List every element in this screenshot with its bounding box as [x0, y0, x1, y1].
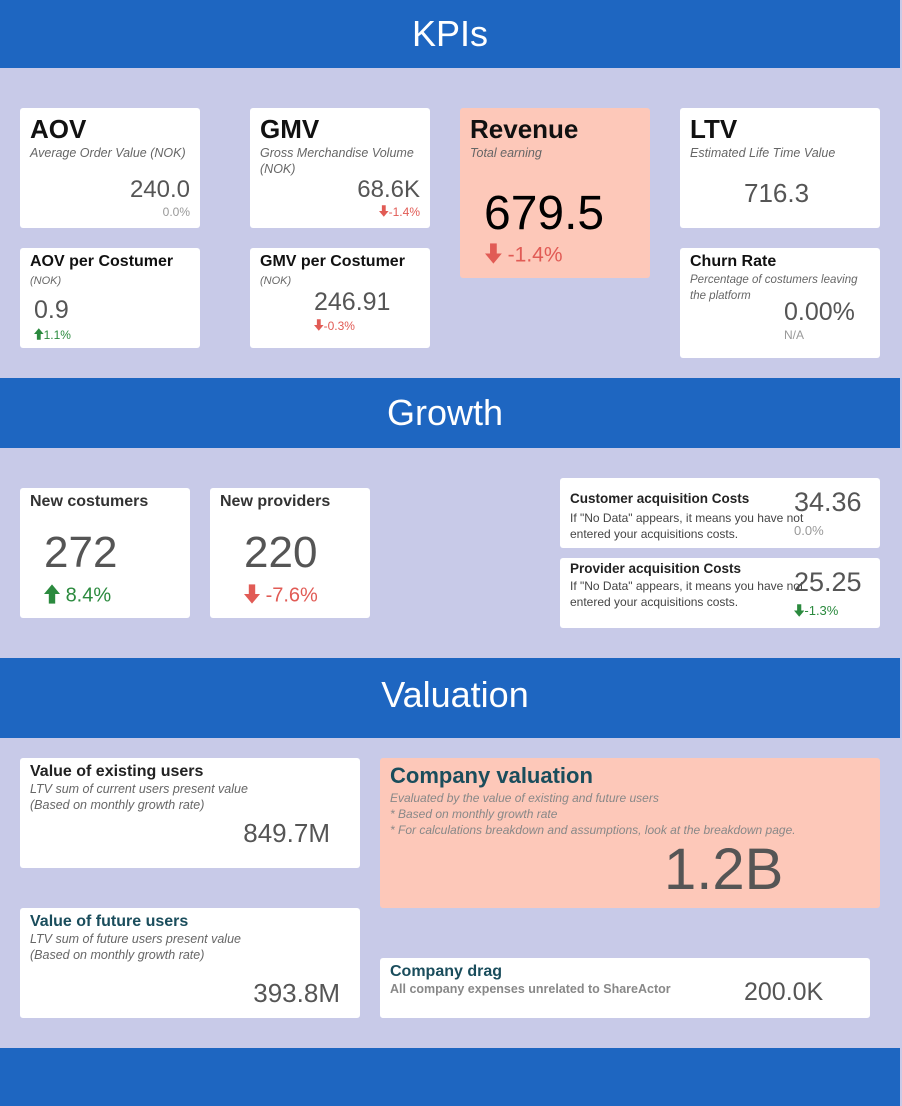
card-title: Company valuation	[390, 763, 593, 788]
section-header-valuation: Valuation	[0, 658, 900, 738]
card-value: 393.8M	[253, 978, 340, 1008]
card-title: GMV	[260, 114, 320, 144]
card-subtitle: Percentage of costumers leaving the plat…	[690, 274, 858, 302]
card-line-3: * For calculations breakdown and assumpt…	[390, 823, 796, 837]
card-title: Revenue	[470, 114, 579, 144]
card-line-2: (Based on monthly growth rate)	[30, 948, 205, 962]
change-value: -1.4%	[388, 205, 420, 219]
arrow-down-icon	[485, 243, 502, 264]
card-change: -1.4%	[485, 243, 563, 267]
section-title: KPIs	[411, 13, 489, 54]
card-change: -7.6%	[244, 584, 318, 608]
card-change: 1.1%	[34, 328, 71, 342]
kpi-card-aov-per-costumer: AOV per Costumer (NOK) 0.9 1.1%	[20, 248, 200, 348]
card-change: N/A	[784, 328, 805, 342]
card-value: 220	[244, 528, 318, 577]
growth-card-new-providers: New providers 220 -7.6%	[210, 488, 370, 618]
card-value: 246.91	[314, 288, 391, 316]
card-note: If "No Data" appears, it means you have …	[570, 511, 804, 541]
card-change: -1.4%	[379, 205, 420, 219]
section-header-kpis: KPIs	[0, 0, 900, 68]
card-change: -1.3%	[794, 603, 838, 618]
growth-card-customer-acquisition-costs: Customer acquisition Costs If "No Data" …	[560, 478, 880, 548]
growth-card-new-costumers: New costumers 272 8.4%	[20, 488, 190, 618]
arrow-down-icon	[794, 603, 805, 617]
change-value: -7.6%	[265, 584, 318, 607]
kpi-card-churn-rate: Churn Rate Percentage of costumers leavi…	[680, 248, 880, 358]
card-title: Customer acquisition Costs	[570, 491, 750, 506]
card-change: 0.0%	[794, 523, 824, 538]
card-value: 68.6K	[357, 176, 420, 203]
card-value: 0.9	[34, 296, 69, 324]
card-title: Churn Rate	[690, 253, 777, 270]
footer-band	[0, 1048, 900, 1106]
valuation-card-existing-users: Value of existing users LTV sum of curre…	[20, 758, 360, 868]
arrow-up-icon	[44, 584, 60, 604]
card-subtitle: (NOK)	[260, 275, 292, 287]
arrow-up-icon	[34, 328, 44, 341]
card-title: Provider acquisition Costs	[570, 561, 742, 576]
card-subtitle: Average Order Value (NOK)	[30, 146, 186, 160]
kpi-card-ltv: LTV Estimated Life Time Value 716.3	[680, 108, 880, 228]
card-subtitle: Total earning	[470, 146, 542, 160]
card-title: Company drag	[390, 963, 503, 980]
card-change: 0.0%	[162, 205, 190, 219]
card-title: Value of future users	[30, 913, 189, 930]
kpi-card-gmv-per-costumer: GMV per Costumer (NOK) 246.91 -0.3%	[250, 248, 430, 348]
card-line-2: * Based on monthly growth rate	[390, 807, 558, 821]
card-title: LTV	[690, 114, 738, 144]
card-subtitle: Gross Merchandise Volume (NOK)	[260, 146, 414, 176]
card-value: 716.3	[744, 178, 810, 208]
card-line-1: LTV sum of future users present value	[30, 932, 241, 946]
valuation-card-future-users: Value of future users LTV sum of future …	[20, 908, 360, 1018]
card-value: 679.5	[484, 187, 605, 240]
change-value: 8.4%	[65, 584, 112, 607]
card-title: AOV	[30, 114, 87, 144]
arrow-down-icon	[314, 319, 324, 332]
card-title: AOV per Costumer	[30, 253, 174, 270]
card-change: 8.4%	[44, 584, 111, 608]
arrow-down-icon	[379, 205, 389, 218]
section-header-growth: Growth	[0, 378, 900, 448]
card-subtitle: All company expenses unrelated to ShareA…	[390, 982, 671, 996]
card-value: 0.00%	[784, 298, 855, 326]
card-value: 272	[44, 528, 118, 577]
growth-card-provider-acquisition-costs: Provider acquisition Costs If "No Data" …	[560, 558, 880, 628]
valuation-card-company-valuation: Company valuation Evaluated by the value…	[380, 758, 880, 908]
card-value: 849.7M	[243, 818, 330, 848]
kpi-card-revenue: Revenue Total earning 679.5 -1.4%	[460, 108, 650, 278]
section-title: Valuation	[381, 674, 529, 715]
card-subtitle: Estimated Life Time Value	[690, 146, 836, 160]
card-line-1: Evaluated by the value of existing and f…	[390, 791, 659, 805]
card-title: New providers	[220, 493, 331, 510]
section-title: Growth	[386, 392, 504, 433]
card-value: 34.36	[794, 487, 862, 517]
card-title: Value of existing users	[30, 763, 204, 780]
change-value: 1.1%	[43, 328, 71, 342]
card-subtitle: (NOK)	[30, 275, 62, 287]
card-value: 240.0	[129, 176, 190, 203]
arrow-down-icon	[244, 584, 260, 604]
card-title: New costumers	[30, 493, 149, 510]
card-note: If "No Data" appears, it means you have …	[570, 579, 804, 609]
card-title: GMV per Costumer	[260, 253, 405, 270]
card-change: -0.3%	[314, 319, 355, 333]
card-value: 25.25	[794, 567, 862, 597]
card-value: 1.2B	[664, 837, 784, 902]
change-value: -0.3%	[323, 319, 355, 333]
valuation-card-company-drag: Company drag All company expenses unrela…	[380, 958, 870, 1018]
change-value: -1.3%	[804, 603, 839, 618]
kpi-card-aov: AOV Average Order Value (NOK) 240.0 0.0%	[20, 108, 200, 228]
card-line-2: (Based on monthly growth rate)	[30, 798, 205, 812]
card-value: 200.0K	[744, 978, 824, 1006]
card-line-1: LTV sum of current users present value	[30, 782, 248, 796]
change-value: -1.4%	[507, 243, 563, 267]
kpi-card-gmv: GMV Gross Merchandise Volume (NOK) 68.6K…	[250, 108, 430, 228]
